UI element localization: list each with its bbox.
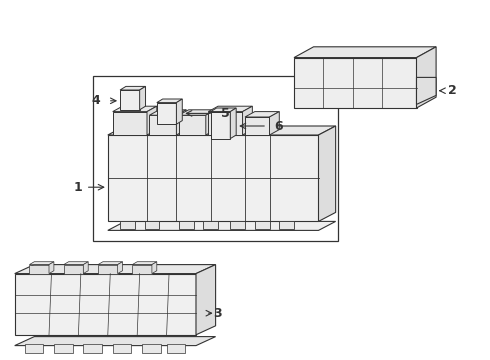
Bar: [230, 221, 245, 229]
Polygon shape: [208, 112, 243, 135]
Bar: [93, 76, 338, 241]
Polygon shape: [113, 106, 157, 112]
Bar: [113, 344, 131, 353]
Polygon shape: [294, 58, 416, 108]
Bar: [255, 221, 270, 229]
Polygon shape: [108, 221, 336, 230]
Polygon shape: [318, 126, 336, 221]
Text: 4: 4: [92, 94, 100, 107]
Polygon shape: [132, 265, 152, 274]
Polygon shape: [64, 262, 88, 265]
Polygon shape: [98, 262, 122, 265]
Polygon shape: [152, 262, 157, 274]
Polygon shape: [157, 99, 182, 103]
Bar: [54, 344, 73, 353]
Polygon shape: [176, 110, 186, 135]
Polygon shape: [29, 262, 54, 265]
Polygon shape: [270, 112, 279, 135]
Polygon shape: [196, 265, 216, 335]
Polygon shape: [176, 99, 182, 124]
Polygon shape: [108, 126, 336, 135]
Polygon shape: [208, 106, 252, 112]
Polygon shape: [120, 90, 140, 110]
Bar: [83, 344, 102, 353]
Bar: [120, 221, 135, 229]
Polygon shape: [108, 135, 318, 221]
Polygon shape: [118, 262, 122, 274]
Bar: [279, 221, 294, 229]
Text: 3: 3: [213, 307, 222, 320]
Polygon shape: [243, 106, 252, 135]
Polygon shape: [157, 103, 176, 124]
Polygon shape: [49, 262, 54, 274]
Polygon shape: [83, 262, 88, 274]
Polygon shape: [98, 265, 118, 274]
Polygon shape: [120, 86, 146, 90]
Polygon shape: [15, 337, 216, 346]
Polygon shape: [230, 108, 236, 139]
Polygon shape: [64, 265, 83, 274]
Polygon shape: [211, 112, 230, 139]
Polygon shape: [416, 77, 436, 104]
Bar: [203, 221, 218, 229]
Polygon shape: [149, 115, 176, 135]
Text: 5: 5: [220, 107, 229, 120]
Bar: [24, 344, 43, 353]
Polygon shape: [29, 265, 49, 274]
Polygon shape: [294, 47, 436, 58]
Text: 2: 2: [448, 84, 457, 97]
Polygon shape: [245, 117, 270, 135]
Polygon shape: [245, 112, 279, 117]
Polygon shape: [211, 108, 236, 112]
Bar: [145, 221, 159, 229]
Bar: [142, 344, 161, 353]
Polygon shape: [179, 115, 206, 135]
Polygon shape: [149, 110, 186, 115]
Bar: [179, 221, 194, 229]
Polygon shape: [15, 274, 196, 335]
Polygon shape: [179, 110, 216, 115]
Polygon shape: [416, 47, 436, 108]
Polygon shape: [206, 110, 216, 135]
Text: 6: 6: [274, 120, 283, 132]
Polygon shape: [113, 112, 147, 135]
Polygon shape: [132, 262, 157, 265]
Polygon shape: [147, 106, 157, 135]
Polygon shape: [15, 265, 216, 274]
Polygon shape: [140, 86, 146, 110]
Text: 1: 1: [74, 181, 83, 194]
Bar: [167, 344, 185, 353]
